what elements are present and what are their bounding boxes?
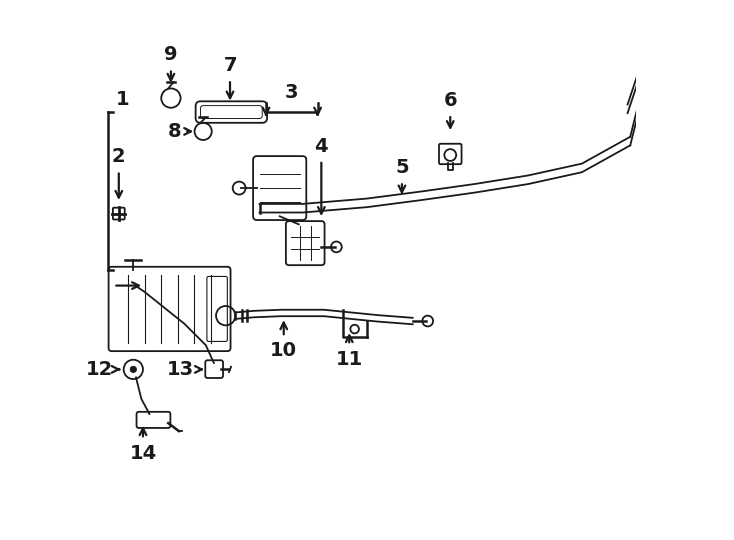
Circle shape bbox=[130, 366, 137, 373]
Text: 6: 6 bbox=[443, 91, 457, 110]
Text: 12: 12 bbox=[86, 360, 114, 379]
Text: 11: 11 bbox=[335, 349, 363, 368]
Text: 4: 4 bbox=[315, 137, 328, 156]
Text: 14: 14 bbox=[129, 443, 156, 463]
Text: 2: 2 bbox=[112, 147, 126, 166]
FancyBboxPatch shape bbox=[253, 156, 306, 220]
FancyBboxPatch shape bbox=[286, 221, 324, 265]
FancyBboxPatch shape bbox=[207, 276, 228, 341]
FancyBboxPatch shape bbox=[439, 144, 462, 164]
FancyBboxPatch shape bbox=[196, 102, 267, 123]
Text: 1: 1 bbox=[115, 90, 129, 109]
Text: 13: 13 bbox=[167, 360, 194, 379]
FancyBboxPatch shape bbox=[109, 267, 230, 351]
Text: 5: 5 bbox=[395, 158, 409, 177]
Text: 8: 8 bbox=[168, 122, 181, 141]
Text: 9: 9 bbox=[164, 45, 178, 64]
Text: 7: 7 bbox=[223, 56, 237, 75]
FancyBboxPatch shape bbox=[200, 106, 262, 118]
Text: 3: 3 bbox=[285, 83, 299, 103]
FancyBboxPatch shape bbox=[137, 412, 170, 428]
FancyBboxPatch shape bbox=[206, 360, 223, 378]
Text: 10: 10 bbox=[270, 341, 297, 361]
FancyBboxPatch shape bbox=[113, 208, 125, 219]
